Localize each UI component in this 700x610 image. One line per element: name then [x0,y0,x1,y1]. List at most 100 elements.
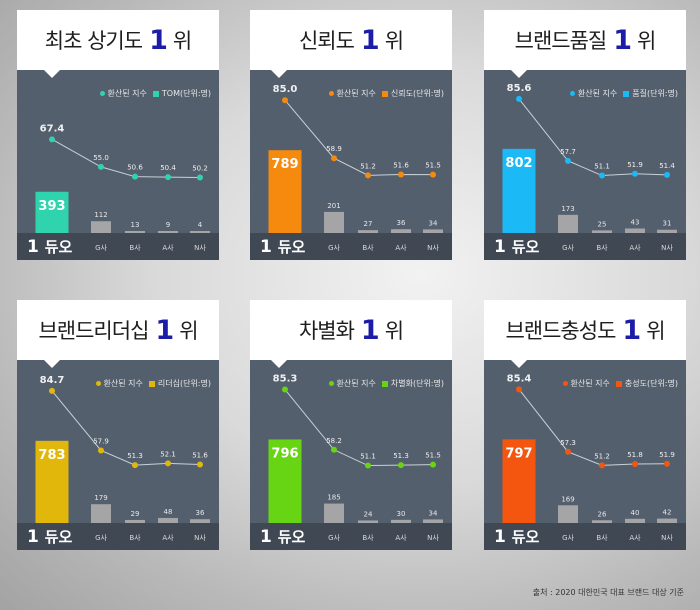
card-title-rank: 1 [622,314,642,346]
index-point [430,461,436,468]
index-point [632,461,638,467]
category-label: G사 [328,243,340,252]
bar-듀오 [268,439,302,523]
bar-N사 [190,519,210,523]
category-label: N사 [661,243,673,252]
bar-G사 [558,214,578,233]
category-label: B사 [129,243,141,252]
bar-G사 [91,221,111,233]
index-point [516,95,522,102]
card-title: 신뢰도 1 위 [250,10,452,70]
index-point [165,174,171,181]
index-point [98,447,104,454]
card-title-rank-suffix: 위 [637,29,656,53]
category-axis-band [484,233,686,260]
category-axis-band [17,233,219,260]
category-label: B사 [129,533,141,542]
category-label: G사 [95,533,107,542]
bar-B사 [125,231,145,233]
source-note: 출처 : 2020 대한민국 대표 브랜드 대상 기준 [532,588,684,597]
index-point [516,386,522,393]
bar-A사 [391,229,411,233]
category-label: B사 [596,243,608,252]
chart-legend: 환산된 지수 리더십(단위:명) [95,378,211,389]
index-value-label: 51.6 [393,161,409,169]
chart-legend: 환산된 지수 신뢰도(단위:명) [328,88,444,99]
bar-A사 [158,231,178,233]
category-label: A사 [395,243,407,252]
chart-card: 브랜드리더십 1 위 환산된 지수 리더십(단위:명) 783 179 29 48 36 1 듀오 G… [17,300,219,550]
index-point [565,157,571,164]
index-value-label: 51.3 [393,452,409,460]
chart-card: 최초 상기도 1 위 환산된 지수 TOM(단위:명) 393 112 13 9 4 1 듀오 G사 B… [17,10,219,260]
index-value-label: 85.3 [273,374,298,385]
index-point [132,462,138,469]
category-label: N사 [194,243,206,252]
index-point [331,446,337,453]
index-point [664,460,670,467]
duo-logo: 1 듀오 [27,527,73,547]
index-value-label: 55.0 [93,154,109,162]
bar-value-label: 31 [663,220,672,228]
combo-chart: 393 112 13 9 4 1 듀오 G사 B사 A사 N사 67.4 55.0 50.6 50.4 50… [17,123,219,260]
card-title-rank: 1 [155,314,175,346]
index-value-label: 51.3 [127,452,143,460]
combo-chart: 796 185 24 30 34 1 듀오 G사 B사 A사 N사 85.3 58.2 51.1 51.3… [250,374,452,550]
legend-label-index: 환산된 지수 [107,89,147,98]
index-value-label: 84.7 [40,375,65,386]
bar-G사 [558,505,578,523]
category-axis-band [484,523,686,550]
legend-square-icon [623,90,630,97]
index-point [331,155,337,162]
legend-label-count: 충성도(단위:명) [624,379,678,388]
bar-value-label: 24 [364,510,373,518]
legend-dot-icon [95,381,101,386]
index-point [197,174,203,181]
index-point [664,171,670,178]
card-title-rank: 1 [613,24,633,56]
bar-value-label: 27 [364,220,373,228]
bar-B사 [592,230,612,233]
chart-card: 브랜드충성도 1 위 환산된 지수 충성도(단위:명) 797 169 26 40 42 1 듀오 G… [484,300,686,550]
duo-logo: 1 듀오 [260,527,306,547]
category-label: B사 [362,533,374,542]
category-label: G사 [562,533,574,542]
index-line [518,389,668,466]
index-value-label: 51.1 [360,453,376,461]
index-value-label: 51.9 [659,451,675,459]
category-label: B사 [596,533,608,542]
chart-card: 차별화 1 위 환산된 지수 차별화(단위:명) 796 185 24 30 34 1 듀오 G사 B사… [250,300,452,550]
bar-듀오 [268,150,302,233]
chart-panel: 환산된 지수 리더십(단위:명) 783 179 29 48 36 1 듀오 G사 B사 A사 N사 8… [17,360,219,550]
title-pointer [510,359,528,368]
card-title-rank-suffix: 위 [179,319,198,343]
title-pointer [510,69,528,78]
index-value-label: 50.2 [192,165,208,173]
bar-듀오 [502,439,536,523]
card-title-text: 브랜드리더십 [38,319,149,343]
chart-card: 브랜드품질 1 위 환산된 지수 품질(단위:명) 802 173 25 43 31 1 듀오 G사 B… [484,10,686,260]
card-title: 차별화 1 위 [250,300,452,360]
category-axis-band [17,523,219,550]
index-line [51,390,201,466]
card-title-rank: 1 [360,314,380,346]
category-label: A사 [162,533,174,542]
index-point [282,97,288,104]
legend-dot-icon [99,91,105,96]
index-value-label: 57.9 [93,437,109,445]
index-point [49,387,55,394]
index-point [565,448,571,455]
bar-value-label: 783 [38,448,65,463]
chart-card: 신뢰도 1 위 환산된 지수 신뢰도(단위:명) 789 201 27 36 34 1 듀오 G사 B사… [250,10,452,260]
index-point [632,170,638,177]
bar-value-label: 112 [94,211,107,219]
combo-chart: 783 179 29 48 36 1 듀오 G사 B사 A사 N사 84.7 57.9 51.3 52.1… [17,375,219,550]
bar-value-label: 185 [327,494,340,502]
legend-label-index: 환산된 지수 [103,379,143,388]
index-value-label: 51.5 [425,162,441,170]
index-value-label: 85.0 [273,84,298,95]
chart-panel: 환산된 지수 품질(단위:명) 802 173 25 43 31 1 듀오 G사 B사 A사 N사 85… [484,70,686,260]
card-title-text: 브랜드충성도 [505,319,616,343]
title-pointer [270,69,288,78]
bar-N사 [423,229,443,233]
